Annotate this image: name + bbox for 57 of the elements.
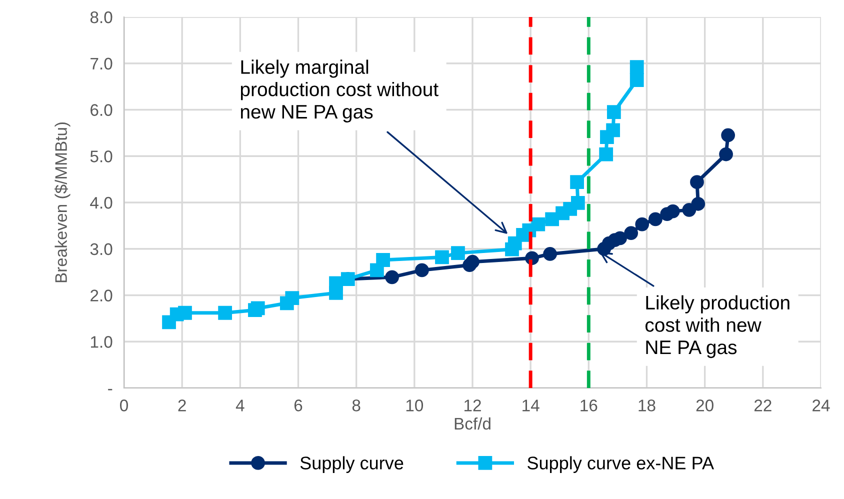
legend-label: Supply curve [300,456,404,474]
x-tick-label: 24 [812,400,830,412]
y-tick-label: 7.0 [90,58,112,70]
annotation: Likely marginal production cost without new NE PA gas [240,60,438,122]
point [635,217,650,232]
point [466,254,480,269]
x-tick-label: 22 [754,400,772,412]
point [376,253,390,267]
y-tick-label: 4.0 [90,196,112,209]
x-tick-label: 6 [294,400,302,412]
point [666,204,680,218]
point [599,147,614,162]
point [630,60,644,74]
x-axis-title: Bcf/d [454,417,490,430]
point [606,123,620,138]
y-tick-label: 6.0 [90,104,112,116]
point [543,247,557,261]
y-tick-label: 2.0 [90,290,112,302]
x-tick-label: 0 [120,400,128,412]
x-tick-label: 20 [696,400,714,412]
point [285,291,300,305]
y-tick-label: - [108,388,112,390]
x-tick-label: 4 [236,400,244,412]
point [531,217,546,232]
x-tick-label: 16 [580,400,598,412]
y-tick-label: 5.0 [90,150,112,162]
point [570,175,584,190]
point [329,276,343,290]
legend-label: Supply curve ex-NE PA [528,456,714,474]
point [630,73,644,88]
x-tick-label: 14 [522,400,540,412]
point [570,196,585,210]
point [218,306,232,320]
y-tick-label: 1.0 [90,336,112,348]
x-tick-label: 8 [352,400,360,412]
point [451,246,465,260]
point [690,175,704,190]
point [624,226,638,240]
point [178,306,192,320]
x-tick-label: 2 [178,400,186,412]
point [721,128,736,142]
x-tick-label: 12 [464,400,481,412]
y-tick-label: 8.0 [90,11,112,24]
point [719,147,733,162]
y-axis-title: Breakeven ($/MMBtu) [54,122,70,282]
point [691,196,706,211]
point [385,270,399,284]
point [606,105,621,120]
x-tick-label: 10 [406,400,424,412]
y-tick-label: 3.0 [90,243,112,256]
point [648,212,662,226]
point [613,231,627,246]
point [435,250,449,264]
x-tick-label: 18 [638,400,656,412]
annotation: Likely production cost with new NE PA gas [645,295,790,358]
point [250,301,265,316]
point [415,263,429,278]
